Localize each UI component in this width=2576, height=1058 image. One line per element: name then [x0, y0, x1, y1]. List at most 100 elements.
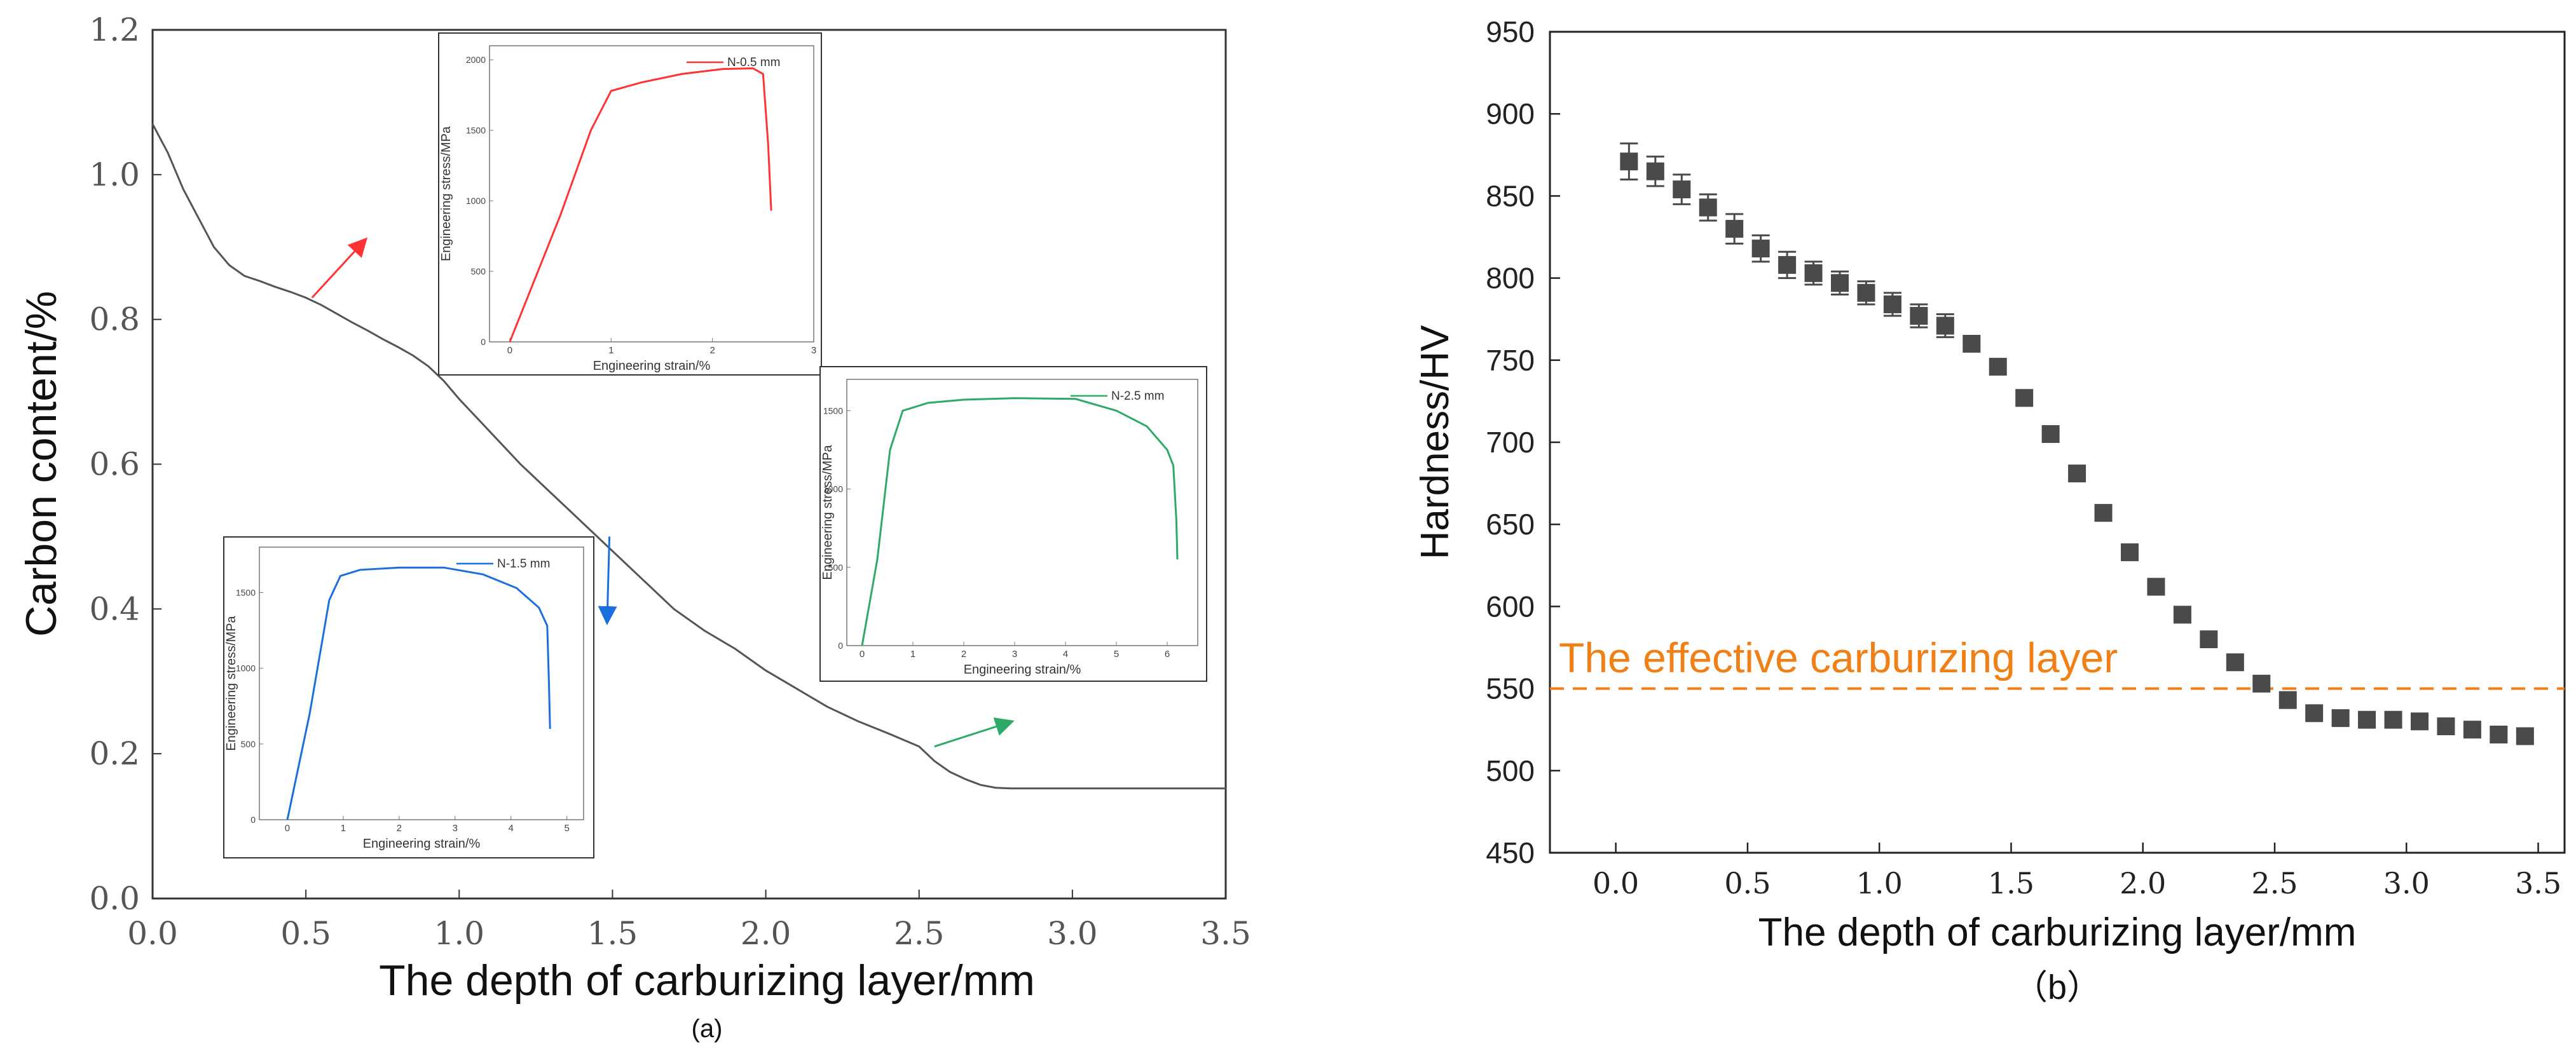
- chart-b-y-tick-label: 850: [1486, 179, 1535, 212]
- chart-b-y-tick-label: 900: [1486, 97, 1535, 130]
- chart-b-y-tick-label: 950: [1486, 15, 1535, 48]
- hardness-point: [1646, 162, 1664, 180]
- chart-b-x-tick-label: 2.5: [2251, 866, 2298, 900]
- hardness-point: [2015, 389, 2034, 407]
- chart-b-x-tick-label: 0.0: [1593, 866, 1639, 900]
- chart-a-ticks: [152, 29, 1226, 899]
- hardness-point: [1751, 240, 1770, 258]
- inset-x-tick-label: 1: [608, 345, 613, 356]
- inset-y-tick-label: 1000: [236, 663, 256, 674]
- hardness-point: [1910, 307, 1928, 325]
- hardness-point: [2305, 704, 2324, 722]
- inset-x-tick-label: 0: [860, 649, 865, 660]
- chart-b-x-tick-label: 3.5: [2515, 866, 2561, 900]
- chart-a-y-tick-label: 1.2: [89, 11, 140, 48]
- inset-legend-label: N-0.5 mm: [727, 56, 780, 69]
- hardness-point: [1857, 283, 1875, 302]
- chart-b-y-tick-label: 700: [1486, 426, 1535, 459]
- chart-a-arrows: [311, 237, 1015, 748]
- hardness-point: [1725, 220, 1744, 238]
- chart-a-y-tick-label: 0.4: [89, 590, 140, 627]
- inset-x-tick-label: 1: [910, 649, 915, 660]
- chart-b-x-tick-labels: 0.0 0.5 1.0 1.5 2.0 2.5 3.0 3.5: [1593, 866, 2561, 900]
- chart-b-reference-label: The effective carburizing layer: [1559, 634, 2118, 681]
- chart-b: 0.0 0.5 1.0 1.5 2.0 2.5 3.0 3.5 450 500 550 600 650…: [1413, 15, 2566, 1007]
- chart-a-x-tick-label: 2.5: [894, 915, 945, 952]
- inset-y-tick-label: 1500: [466, 125, 486, 135]
- inset-y-tick-label: 500: [471, 266, 486, 276]
- hardness-point: [2068, 465, 2086, 483]
- inset-legend-label: N-1.5 mm: [497, 557, 550, 571]
- hardness-point: [1989, 358, 2007, 376]
- inset-chart: 0 1 2 3 4 5 6 0 500 1000 1500 N-2.5 mm Engineering s…: [819, 366, 1207, 682]
- inset-chart: 0 1 2 3 4 5 0 500 1000 1500 N-1.5 mm Engineering st…: [223, 536, 594, 858]
- hardness-point: [2094, 504, 2113, 522]
- chart-b-y-tick-label: 450: [1486, 836, 1535, 869]
- chart-a-x-axis-label: The depth of carburizing layer/mm: [379, 956, 1035, 1005]
- hardness-point: [2384, 710, 2402, 729]
- inset-chart: 0 1 2 3 0 500 1000 1500 2000 N-0.5 mm Engineering …: [438, 32, 822, 376]
- hardness-point: [2200, 630, 2218, 649]
- hardness-point: [1673, 180, 1691, 199]
- chart-a-x-tick-label: 0.5: [280, 915, 331, 952]
- inset-y-tick-label: 1000: [466, 196, 486, 206]
- hardness-point: [1620, 153, 1638, 171]
- hardness-point: [2331, 709, 2350, 728]
- hardness-point: [2147, 578, 2165, 596]
- inset-x-tick-label: 5: [564, 823, 569, 834]
- chart-b-x-tick-label: 0.5: [1724, 866, 1771, 900]
- chart-a-y-tick-label: 0.0: [89, 880, 140, 917]
- hardness-point: [1699, 198, 1717, 217]
- chart-a-y-tick-label: 0.2: [89, 735, 140, 772]
- inset-x-tick-label: 0: [507, 345, 512, 356]
- inset-x-tick-label: 0: [285, 823, 290, 834]
- inset-x-tick-label: 3: [1012, 649, 1017, 660]
- inset-curve: [286, 566, 551, 820]
- chart-b-x-tick-label: 2.0: [2120, 866, 2166, 900]
- hardness-point: [2226, 653, 2244, 672]
- inset-frame: [223, 536, 594, 858]
- chart-b-ticks: [1550, 31, 2539, 854]
- chart-b-x-tick-label: 1.5: [1988, 866, 2034, 900]
- chart-b-y-tick-label: 550: [1486, 672, 1535, 705]
- chart-a-x-tick-labels: 0.0 0.5 1.0 1.5 2.0 2.5 3.0 3.5: [127, 915, 1251, 952]
- chart-b-y-tick-label: 650: [1486, 508, 1535, 541]
- inset-x-tick-label: 4: [509, 823, 514, 834]
- inset-y-tick-label: 1500: [236, 588, 256, 598]
- chart-b-y-tick-labels: 450 500 550 600 650 700 750 800 850 900 950: [1486, 15, 1535, 869]
- inset-y-tick-label: 0: [481, 337, 486, 347]
- chart-a-x-tick-label: 2.0: [741, 915, 791, 952]
- chart-a-caption: (a): [692, 1015, 723, 1043]
- inset-frame: [819, 366, 1207, 682]
- inset-x-axis-label: Engineering strain/%: [593, 359, 711, 373]
- hardness-point: [1883, 295, 1901, 313]
- hardness-point: [2437, 717, 2455, 736]
- inset-y-axis-label: Engineering stress/MPa: [821, 444, 835, 580]
- hardness-point: [1963, 334, 1981, 353]
- hardness-point: [1936, 316, 1954, 335]
- chart-b-y-tick-label: 800: [1486, 262, 1535, 295]
- inset-frame: [438, 32, 822, 376]
- hardness-point: [2121, 543, 2139, 562]
- chart-a-x-tick-label: 1.0: [434, 915, 485, 952]
- chart-a-x-tick-label: 0.0: [127, 915, 178, 952]
- inset-x-tick-label: 3: [811, 345, 816, 356]
- inset-y-tick-label: 0: [838, 641, 843, 651]
- chart-a-y-tick-label: 0.6: [89, 446, 140, 483]
- hardness-point: [1778, 255, 1797, 274]
- inset-legend-label: N-2.5 mm: [1111, 390, 1164, 403]
- inset-curve: [509, 67, 772, 342]
- chart-b-x-tick-label: 1.0: [1856, 866, 1903, 900]
- hardness-point: [2463, 721, 2481, 739]
- inset-x-tick-label: 2: [397, 823, 402, 834]
- chart-a-y-tick-labels: 0.0 0.2 0.4 0.6 0.8 1.0 1.2: [89, 11, 140, 917]
- inset-y-tick-label: 1500: [823, 405, 843, 416]
- inset-x-axis-label: Engineering strain/%: [363, 837, 481, 851]
- inset-pointer-arrow: [934, 717, 1015, 748]
- inset-x-tick-label: 6: [1165, 649, 1170, 660]
- hardness-point: [2278, 691, 2297, 709]
- inset-y-tick-label: 500: [828, 562, 844, 573]
- hardness-point: [1831, 274, 1849, 292]
- inset-y-tick-label: 2000: [466, 55, 486, 65]
